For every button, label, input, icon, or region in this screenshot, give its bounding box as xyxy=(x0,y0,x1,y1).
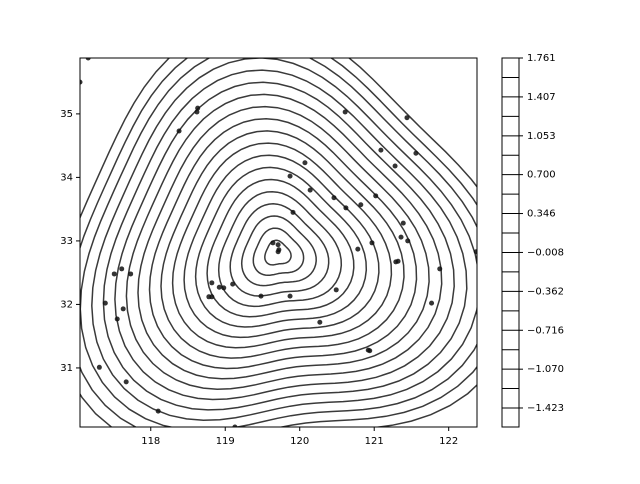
data-point xyxy=(195,105,201,111)
data-point xyxy=(230,281,236,287)
data-point xyxy=(333,287,339,293)
data-point xyxy=(358,202,364,208)
colorbar-tick-label: 1.053 xyxy=(527,131,556,142)
data-point xyxy=(365,347,371,353)
data-point xyxy=(373,193,379,199)
contour-line xyxy=(80,58,477,427)
contour-line xyxy=(114,81,455,401)
contour-line xyxy=(80,58,477,427)
y-tick-label: 34 xyxy=(60,172,73,183)
data-point xyxy=(473,249,477,255)
data-point xyxy=(221,285,227,291)
contour-line xyxy=(252,227,305,277)
contour-line xyxy=(240,215,317,287)
data-point xyxy=(258,293,264,299)
data-point xyxy=(400,220,406,226)
contour-line xyxy=(91,58,477,422)
data-point xyxy=(429,300,435,306)
data-point xyxy=(120,306,126,312)
data-point xyxy=(378,147,384,153)
y-tick-label: 32 xyxy=(60,299,73,310)
colorbar-tick-label: −1.423 xyxy=(527,403,564,414)
contour-line xyxy=(171,142,393,349)
contour-line xyxy=(194,166,368,328)
data-point xyxy=(405,238,411,244)
data-point xyxy=(176,128,182,134)
axes-frame xyxy=(79,57,478,428)
x-tick-label: 122 xyxy=(439,436,458,447)
data-point xyxy=(369,240,375,246)
data-point xyxy=(80,79,83,85)
data-point xyxy=(287,293,293,299)
contour-line xyxy=(148,117,418,370)
data-point xyxy=(437,266,443,272)
data-point xyxy=(232,424,238,427)
colorbar-tick-label: 0.700 xyxy=(527,170,556,181)
contour-line xyxy=(160,130,405,359)
y-tick-label: 31 xyxy=(60,363,73,374)
data-point xyxy=(393,259,399,265)
contour-line xyxy=(137,105,430,380)
data-point xyxy=(155,408,161,414)
contour-line xyxy=(125,93,443,390)
colorbar-tick-label: −0.716 xyxy=(527,325,564,336)
data-point xyxy=(290,209,296,215)
data-point xyxy=(111,271,117,277)
colorbar-tick-label: −0.008 xyxy=(527,247,564,258)
colorbar-tick-label: −0.362 xyxy=(527,286,564,297)
data-point xyxy=(119,266,125,272)
y-tick-label: 33 xyxy=(60,236,73,247)
data-point xyxy=(114,316,120,322)
data-point xyxy=(343,205,349,211)
colorbar-tick-label: 0.346 xyxy=(527,209,556,220)
data-point xyxy=(194,109,200,115)
data-point xyxy=(307,187,313,193)
x-tick-label: 120 xyxy=(290,436,309,447)
data-point xyxy=(392,163,398,169)
data-point xyxy=(404,115,410,121)
data-point xyxy=(355,246,361,252)
colorbar-tick-label: 1.761 xyxy=(527,53,556,64)
data-point xyxy=(128,271,134,277)
data-point xyxy=(302,160,308,166)
data-point xyxy=(102,300,108,306)
plot-area xyxy=(80,58,477,427)
data-point xyxy=(275,242,281,248)
data-point xyxy=(209,294,215,300)
data-point xyxy=(96,364,102,370)
data-point xyxy=(123,379,129,385)
contour-line xyxy=(217,190,343,308)
data-point xyxy=(331,195,337,201)
contour-line xyxy=(80,58,477,427)
data-point xyxy=(276,247,282,253)
colorbar-tick-label: 1.407 xyxy=(527,92,556,103)
data-point xyxy=(216,284,222,290)
x-tick-label: 119 xyxy=(216,436,235,447)
data-point xyxy=(398,234,404,240)
x-tick-label: 118 xyxy=(141,436,160,447)
contour-line xyxy=(102,69,468,411)
data-point xyxy=(287,173,293,179)
contour-line xyxy=(264,239,292,266)
data-point xyxy=(342,109,348,115)
contour-line xyxy=(183,154,380,339)
x-tick-label: 121 xyxy=(365,436,384,447)
data-point xyxy=(413,150,419,156)
y-tick-label: 35 xyxy=(60,109,73,120)
data-point xyxy=(317,319,323,325)
contour-line xyxy=(206,178,355,318)
data-point xyxy=(270,240,276,246)
colorbar-frame xyxy=(501,57,520,428)
contour-line xyxy=(229,203,330,297)
data-point xyxy=(209,280,215,286)
data-point xyxy=(85,58,91,61)
colorbar-tick-label: −1.070 xyxy=(527,364,564,375)
